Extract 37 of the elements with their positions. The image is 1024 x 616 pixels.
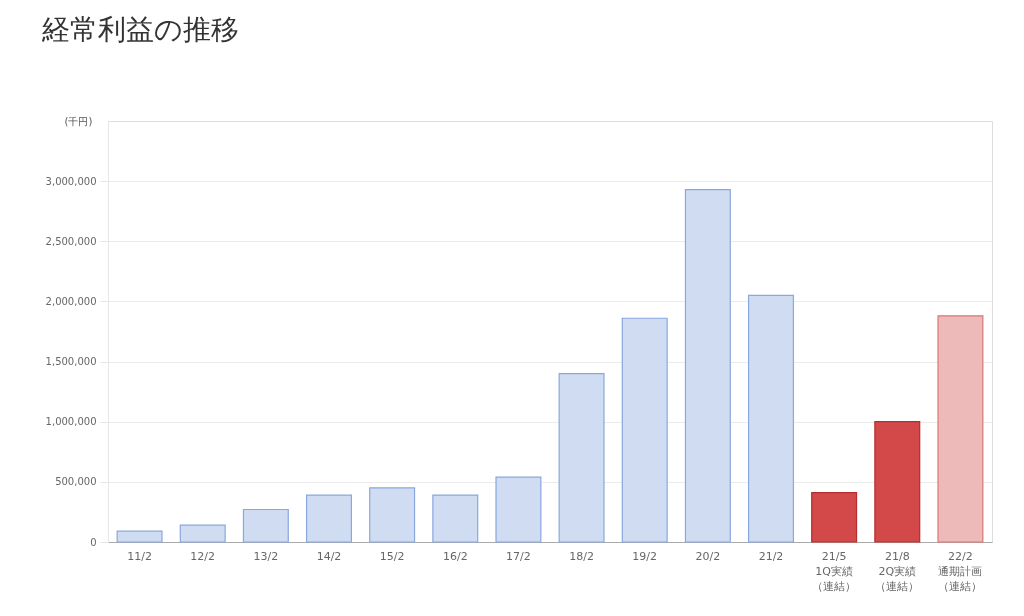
bar [116, 530, 163, 543]
x-tick-label: 14/2 [316, 549, 342, 563]
x-tick-label: 21/2 [758, 549, 784, 563]
bar [684, 188, 731, 543]
y-tick-label: 500,000 [55, 476, 97, 488]
x-tick-label: 17/2 [506, 549, 531, 563]
y-tick-label: 3,000,000 [45, 175, 97, 187]
bar [937, 315, 984, 543]
bar [811, 492, 858, 543]
x-tick-label: 21/5 1Q実績（連結） [812, 549, 857, 593]
x-tick-label: 20/2 [695, 549, 721, 563]
x-tick-label: 22/2 通期計画（連結） [938, 549, 983, 593]
y-tick-label: 0 [90, 536, 97, 548]
y-axis-title: (千円) [64, 115, 93, 127]
y-tick-label: 2,000,000 [45, 295, 97, 307]
bar [242, 508, 289, 543]
x-tick-label: 12/2 [190, 549, 216, 563]
bar [747, 294, 795, 543]
bar [369, 487, 416, 543]
bar [432, 494, 479, 543]
chart-title: 経常利益の推移 [41, 13, 239, 46]
x-tick-label: 15/2 [379, 549, 405, 563]
bar [305, 494, 353, 543]
x-tick-label: 21/8 2Q実績（連結） [875, 549, 920, 593]
y-tick-label: 1,500,000 [45, 356, 97, 368]
x-tick-label: 16/2 [442, 549, 468, 563]
x-tick-label: 18/2 [569, 549, 594, 563]
bar [558, 373, 605, 543]
bar [495, 476, 542, 543]
x-tick-label: 11/2 [127, 549, 152, 563]
y-tick-label: 1,000,000 [45, 416, 97, 428]
x-tick-label: 19/2 [632, 549, 658, 563]
bar [874, 421, 921, 543]
bar [621, 317, 668, 543]
bar [179, 524, 226, 543]
y-tick-label: 2,500,000 [45, 235, 97, 247]
x-tick-label: 13/2 [253, 549, 279, 563]
